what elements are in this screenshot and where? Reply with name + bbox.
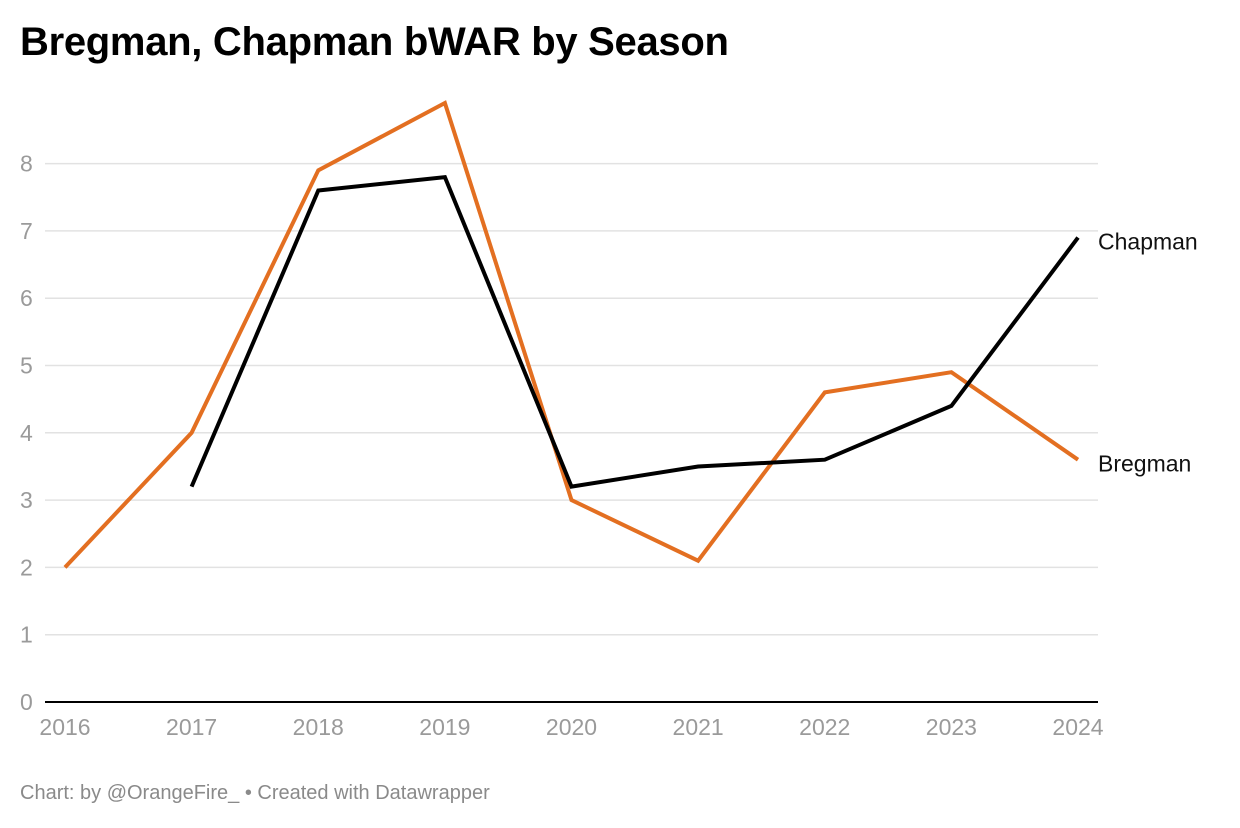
y-tick-label: 8: [20, 151, 33, 177]
y-tick-label: 6: [20, 285, 33, 311]
series-label-bregman: Bregman: [1098, 451, 1191, 477]
x-tick-label: 2019: [419, 714, 470, 740]
y-tick-label: 0: [20, 689, 33, 715]
y-tick-label: 5: [20, 353, 33, 379]
x-tick-label: 2017: [166, 714, 217, 740]
y-tick-label: 2: [20, 554, 33, 580]
y-tick-label: 3: [20, 487, 33, 513]
x-axis-ticks: 2016 2017 2018 2019 2020 2021 2022 2023 2024: [39, 714, 1103, 740]
y-tick-label: 7: [20, 218, 33, 244]
x-tick-label: 2021: [673, 714, 724, 740]
series-labels: Bregman Chapman: [1098, 229, 1198, 477]
x-tick-label: 2016: [39, 714, 90, 740]
chart-title: Bregman, Chapman bWAR by Season: [20, 20, 729, 64]
y-tick-label: 4: [20, 420, 33, 446]
series-line-bregman: [63, 100, 1080, 569]
x-tick-label: 2024: [1052, 714, 1103, 740]
chart-footer: Chart: by @OrangeFire_ • Created with Da…: [20, 782, 490, 804]
x-tick-label: 2020: [546, 714, 597, 740]
x-tick-label: 2018: [293, 714, 344, 740]
x-tick-label: 2022: [799, 714, 850, 740]
gridlines: [45, 162, 1098, 636]
series-line-chapman: [189, 174, 1080, 489]
series-lines: [63, 100, 1080, 569]
y-tick-label: 1: [20, 622, 33, 648]
series-label-chapman: Chapman: [1098, 229, 1198, 255]
y-axis-ticks: 0 1 2 3 4 5 6 7 8: [20, 151, 33, 715]
x-tick-label: 2023: [926, 714, 977, 740]
